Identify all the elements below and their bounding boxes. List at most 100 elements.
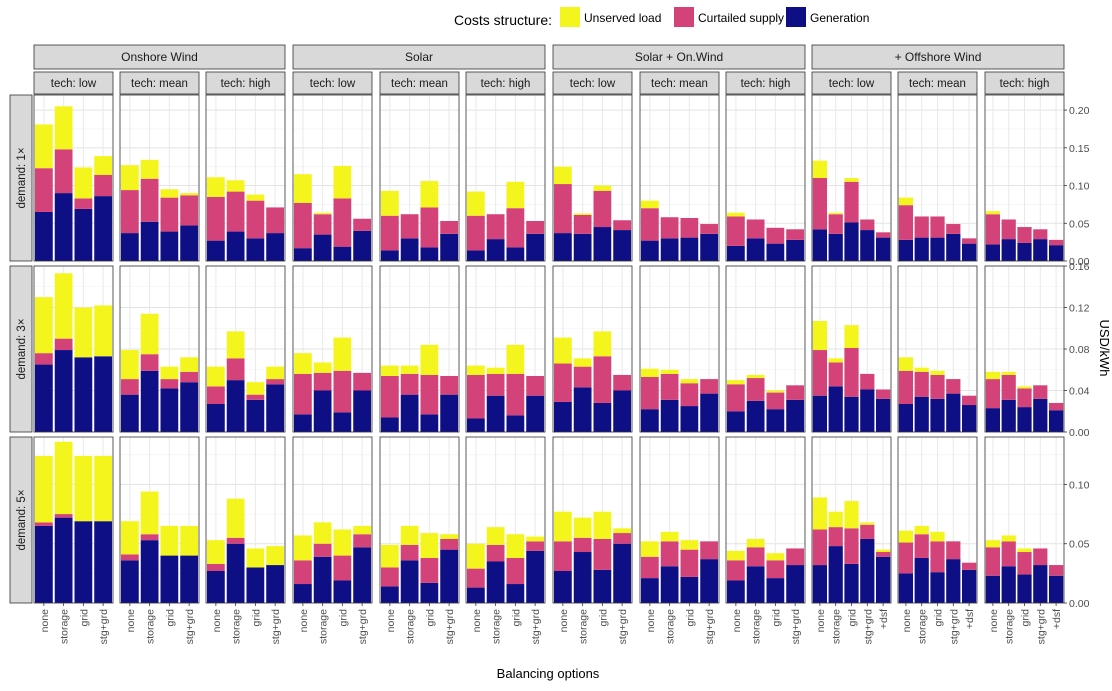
- bar-generation: [266, 233, 285, 261]
- bar-unserved-load: [54, 273, 73, 339]
- bar-curtailed-supply: [640, 208, 659, 241]
- bar-unserved-load: [746, 538, 765, 548]
- panel-border: [292, 436, 373, 604]
- group-strip-label: Solar: [405, 50, 433, 64]
- bar-curtailed-supply: [914, 534, 929, 558]
- x-tick-label: grid: [597, 609, 609, 627]
- bar-generation: [593, 402, 612, 432]
- x-tick-label: grid: [510, 609, 522, 627]
- x-tick-label: storage: [59, 609, 71, 644]
- bar-unserved-load: [553, 511, 572, 542]
- bar-unserved-load: [466, 365, 485, 375]
- bar-curtailed-supply: [700, 224, 719, 234]
- bar-unserved-load: [440, 534, 459, 539]
- bar-generation: [914, 237, 929, 261]
- bar-unserved-load: [828, 358, 843, 363]
- bar-curtailed-supply: [914, 216, 929, 238]
- panel-border: [639, 94, 720, 262]
- facet-strip-label: tech: high: [1000, 78, 1050, 90]
- bar-generation: [914, 396, 929, 432]
- bar-generation: [206, 403, 225, 432]
- bar-unserved-load: [573, 358, 592, 367]
- bar-unserved-load: [266, 546, 285, 566]
- facet-strip: [897, 71, 978, 95]
- bar-generation: [226, 231, 245, 261]
- bar-generation: [786, 399, 805, 432]
- bar-curtailed-supply: [1001, 219, 1016, 240]
- facet-strip: [292, 71, 373, 95]
- bar-generation: [34, 211, 53, 261]
- bar-generation: [1017, 574, 1032, 603]
- panel-border: [379, 94, 460, 262]
- facet-strip-label: tech: mean: [391, 78, 448, 90]
- bar-generation: [160, 388, 179, 432]
- y-tick-label: 0.20: [1069, 105, 1090, 117]
- bar-generation: [812, 229, 828, 261]
- bar-unserved-load: [1001, 535, 1016, 542]
- bar-curtailed-supply: [1017, 552, 1032, 575]
- bar-generation: [206, 240, 225, 261]
- bar-unserved-load: [726, 550, 745, 561]
- bar-curtailed-supply: [506, 208, 525, 248]
- bar-curtailed-supply: [914, 371, 929, 397]
- bar-unserved-load: [680, 379, 699, 384]
- bar-curtailed-supply: [266, 207, 285, 234]
- x-tick-label: grid: [684, 609, 696, 627]
- bar-generation: [700, 233, 719, 261]
- bar-generation: [746, 238, 765, 261]
- bar-generation: [660, 566, 679, 603]
- bar-generation: [593, 227, 612, 261]
- bar-generation: [380, 586, 399, 603]
- bar-curtailed-supply: [486, 373, 505, 396]
- bar-curtailed-supply: [526, 221, 545, 234]
- bar-generation: [766, 578, 785, 603]
- bar-generation: [1001, 239, 1016, 261]
- bar-generation: [160, 555, 179, 603]
- bar-curtailed-supply: [844, 528, 859, 564]
- bar-generation: [466, 418, 485, 432]
- x-tick-label: none: [731, 609, 743, 633]
- bar-curtailed-supply: [680, 549, 699, 577]
- bar-curtailed-supply: [333, 370, 352, 413]
- bar-generation: [313, 556, 332, 603]
- bar-unserved-load: [466, 543, 485, 569]
- bar-generation: [333, 412, 352, 432]
- bar-curtailed-supply: [844, 347, 859, 397]
- bar-generation: [180, 382, 199, 432]
- bar-curtailed-supply: [553, 184, 572, 234]
- bar-generation: [680, 576, 699, 603]
- bar-unserved-load: [526, 536, 545, 542]
- facet-strip: [379, 71, 460, 95]
- bar-generation: [746, 566, 765, 603]
- legend-title: Costs structure:: [454, 12, 552, 28]
- bar-unserved-load: [593, 331, 612, 357]
- group-strip-label: Solar + On.Wind: [635, 50, 723, 64]
- bar-generation: [985, 575, 1001, 603]
- bar-unserved-load: [313, 212, 332, 215]
- bar-unserved-load: [353, 525, 372, 535]
- bar-unserved-load: [206, 540, 225, 564]
- bar-generation: [828, 386, 843, 432]
- bar-generation: [553, 233, 572, 261]
- x-tick-label: none: [645, 609, 657, 633]
- bar-generation: [120, 394, 139, 432]
- bar-curtailed-supply: [553, 363, 572, 402]
- bar-curtailed-supply: [593, 538, 612, 570]
- panel-border: [119, 265, 200, 433]
- bar-unserved-load: [226, 498, 245, 538]
- facet-strip: [639, 71, 720, 95]
- bar-generation: [875, 398, 891, 432]
- bar-generation: [593, 569, 612, 603]
- x-tick-label: storage: [751, 609, 763, 644]
- facet-strip: [205, 71, 286, 95]
- bar-unserved-load: [293, 535, 312, 561]
- bar-generation: [985, 408, 1001, 432]
- bar-curtailed-supply: [180, 195, 199, 226]
- bar-generation: [898, 403, 914, 432]
- facet-strip-label: tech: high: [481, 78, 531, 90]
- facet-strip: [811, 71, 892, 95]
- y-tick-label: 0.05: [1069, 218, 1090, 230]
- bar-generation: [206, 570, 225, 603]
- bar-generation: [246, 238, 265, 261]
- bar-unserved-load: [812, 160, 828, 178]
